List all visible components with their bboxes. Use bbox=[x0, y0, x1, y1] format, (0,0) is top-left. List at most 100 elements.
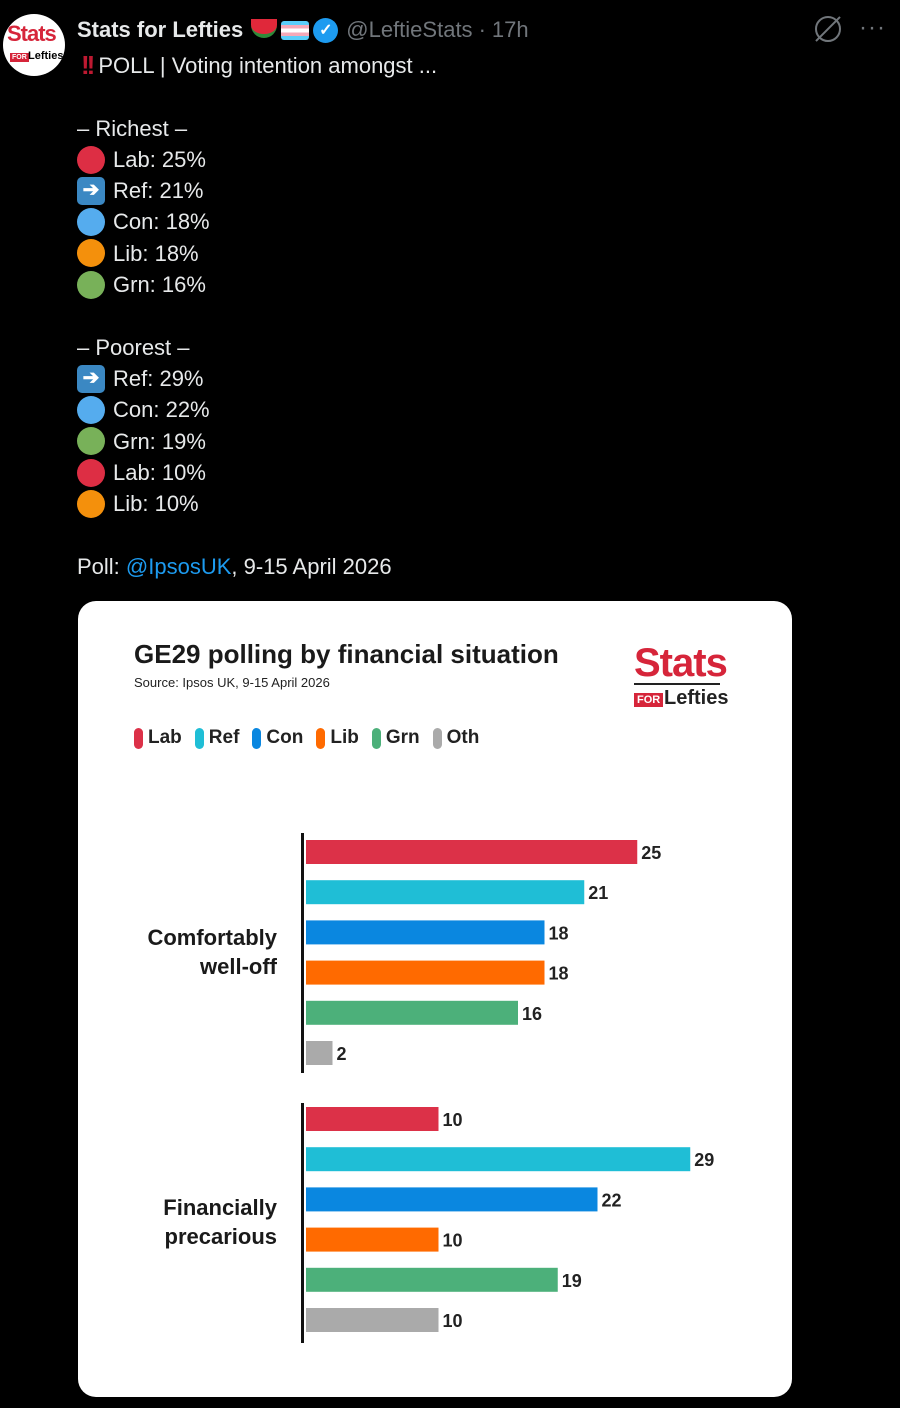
list-item-text: Ref: 21% bbox=[113, 178, 204, 204]
chart-subtitle: Source: Ipsos UK, 9-15 April 2026 bbox=[134, 675, 330, 690]
post-actions-top: ··· bbox=[815, 16, 886, 42]
list-item-text: Grn: 16% bbox=[113, 272, 206, 298]
watermelon-icon bbox=[251, 18, 278, 38]
mention-link[interactable]: @IpsosUK bbox=[125, 553, 232, 579]
list-item: Grn: 16% bbox=[77, 269, 437, 300]
richest-header: – Richest – bbox=[77, 115, 188, 141]
bar-grn bbox=[306, 1000, 518, 1025]
list-item-text: Ref: 29% bbox=[113, 365, 204, 391]
bar-value-label: 18 bbox=[549, 964, 569, 984]
green-circle-icon bbox=[77, 270, 105, 299]
bar-value-label: 18 bbox=[549, 923, 569, 943]
legend-label: Grn bbox=[385, 727, 420, 748]
legend-item: Lab bbox=[134, 727, 182, 749]
list-item-text: Lab: 25% bbox=[113, 146, 206, 172]
separator-dot: · bbox=[478, 17, 486, 42]
bar-grn bbox=[306, 1267, 558, 1292]
list-item: Lib: 18% bbox=[77, 238, 437, 269]
blue-circle-icon bbox=[77, 208, 105, 237]
grok-icon[interactable] bbox=[815, 16, 842, 42]
bar-lab bbox=[306, 840, 638, 864]
list-item: Lab: 10% bbox=[77, 457, 437, 488]
legend-label: Oth bbox=[446, 727, 480, 748]
legend-item: Con bbox=[252, 727, 303, 749]
list-item: Lib: 10% bbox=[77, 488, 437, 519]
bar-con bbox=[306, 920, 545, 945]
bar-value-label: 22 bbox=[602, 1190, 622, 1210]
chart-image[interactable]: GE29 polling by financial situation Sour… bbox=[78, 601, 792, 1397]
legend-swatch bbox=[432, 727, 442, 749]
list-item-text: Lib: 10% bbox=[113, 491, 199, 517]
legend-swatch bbox=[371, 727, 381, 749]
category-label-comfortably: Comfortably well-off bbox=[147, 923, 277, 981]
bar-value-label: 21 bbox=[588, 883, 608, 903]
category-label-line: Financially bbox=[163, 1195, 277, 1220]
red-circle-icon bbox=[77, 145, 105, 174]
legend-label: Ref bbox=[208, 727, 240, 748]
poorest-list: ➔ Ref: 29% Con: 22% Grn: 19% Lab: 10% Lib: 10… bbox=[77, 363, 437, 519]
logo-stats: Stats bbox=[634, 641, 728, 685]
list-item: Lab: 25% bbox=[77, 144, 437, 175]
legend-label: Lab bbox=[148, 727, 182, 748]
bar-value-label: 2 bbox=[337, 1044, 347, 1064]
poll-suffix: , 9-15 April 2026 bbox=[231, 553, 392, 579]
logo-lefties: Lefties bbox=[664, 687, 729, 709]
bar-value-label: 10 bbox=[443, 1231, 463, 1251]
bar-con bbox=[306, 1187, 598, 1212]
post-header: Stats for Lefties ✓ @LeftieStats · 17h bbox=[77, 15, 529, 45]
legend-label: Con bbox=[266, 727, 304, 748]
bar-oth bbox=[306, 1308, 439, 1332]
legend-swatch bbox=[252, 727, 262, 749]
more-icon[interactable]: ··· bbox=[859, 14, 886, 41]
author-emojis: ✓ bbox=[251, 17, 339, 43]
list-item: Con: 22% bbox=[77, 394, 437, 425]
category-label-line: precarious bbox=[164, 1224, 278, 1249]
list-item-text: Con: 18% bbox=[113, 209, 210, 235]
list-item-text: Lib: 18% bbox=[113, 240, 199, 266]
category-label-line: Comfortably bbox=[147, 925, 277, 950]
legend-item: Ref bbox=[194, 727, 240, 749]
list-item: Con: 18% bbox=[77, 206, 437, 237]
author-name[interactable]: Stats for Lefties bbox=[77, 17, 244, 42]
bar-value-label: 29 bbox=[694, 1150, 714, 1170]
blue-circle-icon bbox=[77, 395, 105, 424]
headline: POLL | Voting intention amongst ... bbox=[98, 53, 438, 78]
axis-line bbox=[301, 833, 304, 1073]
bar-ref bbox=[306, 1147, 691, 1172]
list-item: Grn: 19% bbox=[77, 426, 437, 457]
legend-swatch bbox=[316, 727, 326, 749]
bar-lib bbox=[306, 960, 545, 985]
list-item: ➔ Ref: 29% bbox=[77, 363, 437, 394]
avatar-logo-for: FOR bbox=[10, 53, 29, 62]
bar-lab bbox=[306, 1107, 439, 1131]
legend-label: Lib bbox=[330, 727, 359, 748]
richest-list: Lab: 25% ➔ Ref: 21% Con: 18% Lib: 18% Grn: 16… bbox=[77, 144, 437, 300]
bar-value-label: 10 bbox=[443, 1110, 463, 1130]
orange-circle-icon bbox=[77, 239, 105, 268]
post-time[interactable]: 17h bbox=[491, 17, 529, 42]
axis-line bbox=[301, 1103, 304, 1343]
verified-badge-icon[interactable]: ✓ bbox=[313, 17, 339, 43]
category-label-precarious: Financially precarious bbox=[163, 1193, 277, 1251]
bar-ref bbox=[306, 880, 585, 905]
green-circle-icon bbox=[77, 427, 105, 456]
bar-value-label: 16 bbox=[522, 1004, 542, 1024]
bar-value-label: 19 bbox=[562, 1271, 582, 1291]
category-label-line: well-off bbox=[200, 954, 277, 979]
poll-prefix: Poll: bbox=[77, 553, 126, 579]
double-exclamation-icon: !! bbox=[81, 50, 95, 80]
bar-oth bbox=[306, 1041, 333, 1065]
chart-title: GE29 polling by financial situation bbox=[134, 639, 559, 669]
avatar-logo-stats: Stats bbox=[7, 21, 57, 46]
avatar[interactable]: Stats FOR Lefties bbox=[3, 14, 65, 76]
list-item: ➔ Ref: 21% bbox=[77, 175, 437, 206]
chart-legend: Lab Ref Con Lib Grn Oth bbox=[134, 727, 479, 749]
headline-line: !! POLL | Voting intention amongst ... bbox=[77, 50, 437, 81]
red-circle-icon bbox=[77, 458, 105, 487]
avatar-logo-lefties: Lefties bbox=[28, 50, 64, 62]
legend-item: Grn bbox=[371, 727, 420, 749]
right-arrow-icon: ➔ bbox=[77, 364, 105, 393]
author-handle[interactable]: @LeftieStats bbox=[346, 17, 473, 42]
list-item-text: Grn: 19% bbox=[113, 428, 206, 454]
tweet-text: !! POLL | Voting intention amongst ... –… bbox=[77, 50, 437, 582]
